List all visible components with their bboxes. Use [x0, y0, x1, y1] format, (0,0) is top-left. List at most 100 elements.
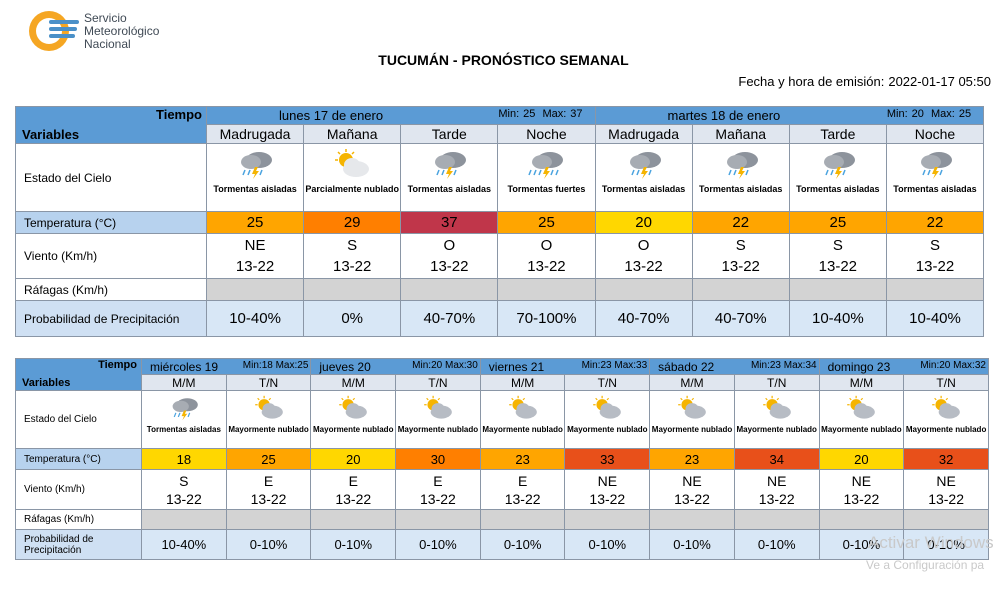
- smn-logo: Servicio Meteorológico Nacional: [27, 8, 187, 54]
- day-min-max: Min:23 Max:34: [751, 359, 818, 371]
- sky-text: Mayormente nublado: [821, 425, 902, 434]
- sky-text: Mayormente nublado: [651, 425, 733, 434]
- period-label: M/M: [141, 374, 227, 391]
- day-header: sábado 22 Min:23 Max:34: [649, 358, 820, 375]
- sky-row-label: Estado del Cielo: [15, 143, 207, 212]
- day-min-max: Min: 25 Max: 37: [494, 108, 594, 120]
- temp-cell: 22: [691, 211, 790, 234]
- issued-date: Fecha y hora de emisión: 2022-01-17 05:50: [734, 74, 991, 89]
- min-value: 23: [769, 359, 781, 371]
- page-title: TUCUMÁN - PRONÓSTICO SEMANAL: [378, 52, 629, 68]
- wind-cell: E 13-22: [395, 469, 481, 510]
- tiempo-label: Tiempo: [156, 107, 202, 123]
- day-header: miércoles 19 Min:18 Max:25: [140, 358, 312, 375]
- period-label: T/N: [733, 374, 820, 391]
- temp-cell: 25: [497, 211, 596, 234]
- day-name: domingo 23: [827, 359, 891, 374]
- wind-cell: NE 13-22: [649, 469, 735, 510]
- mostly-cloudy-icon: [678, 395, 706, 419]
- temp-cell: 25: [205, 211, 305, 234]
- prob-row-label: Probabilidad de Precipitación: [15, 529, 142, 560]
- forecast-table-week2: Tiempo Variables miércoles 19 Min:18 Max:25…: [15, 358, 989, 560]
- strong-storm-icon: [528, 152, 564, 179]
- forecast-table-week1: Tiempo Variables lunes 17 de enero Min: 25 M…: [15, 106, 985, 337]
- wind-direction: S: [347, 237, 358, 254]
- prob-cell: 40-70%: [691, 300, 790, 337]
- wind-cell: S 13-22: [885, 233, 985, 279]
- wind-direction: NE: [244, 237, 266, 254]
- prob-cell: 0-10%: [225, 529, 312, 560]
- sky-cell: Tormentas aisladas: [141, 390, 227, 449]
- day-header: viernes 21 Min:23 Max:33: [479, 358, 651, 375]
- gust-cell: [885, 278, 985, 301]
- storm-icon: [629, 152, 661, 179]
- sky-cell: Mayormente nublado: [564, 390, 651, 449]
- wind-speed: 13-22: [430, 258, 469, 275]
- period-label: Tarde: [788, 124, 887, 144]
- period-label: Noche: [885, 124, 985, 144]
- max-value: 30: [466, 359, 478, 371]
- period-label: Madrugada: [205, 124, 305, 144]
- sky-text: Mayormente nublado: [228, 425, 309, 434]
- mostly-cloudy-icon: [508, 395, 537, 419]
- wind-speed: 13-22: [504, 490, 541, 507]
- wind-direction: NE: [851, 472, 872, 489]
- gust-cell: [903, 509, 989, 530]
- max-label: Max:: [930, 108, 955, 120]
- gust-cell: [497, 278, 596, 301]
- sky-cell: Mayormente nublado: [479, 390, 566, 449]
- sky-cell: Mayormente nublado: [649, 390, 735, 449]
- sky-text: Tormentas aisladas: [699, 184, 783, 194]
- wind-cell: E 13-22: [310, 469, 397, 510]
- gust-cell: [594, 278, 693, 301]
- wind-speed: 13-22: [758, 490, 795, 507]
- gust-cell: [310, 509, 397, 530]
- org-line-2: Meteorológico: [84, 24, 160, 38]
- wind-direction: S: [735, 237, 746, 254]
- day-min-max: Min:20 Max:30: [412, 359, 479, 371]
- period-label: T/N: [564, 374, 651, 391]
- wind-speed: 13-22: [928, 490, 964, 507]
- wind-cell: S 13-22: [788, 233, 887, 279]
- max-label: Max:: [444, 359, 467, 371]
- wind-direction: E: [517, 472, 528, 489]
- wind-cell: O 13-22: [497, 233, 596, 279]
- temp-cell: 22: [885, 211, 985, 234]
- gust-cell: [141, 509, 227, 530]
- sky-text: Mayormente nublado: [905, 425, 987, 434]
- wind-row-label: Viento (Km/h): [15, 469, 142, 510]
- wind-cell: NE 13-22: [205, 233, 305, 279]
- partly-cloudy-icon: [335, 149, 370, 177]
- header-corner: Tiempo Variables: [15, 106, 207, 144]
- gust-cell: [649, 509, 735, 530]
- temp-cell: 18: [141, 448, 227, 470]
- max-label: Max:: [614, 359, 637, 371]
- wind-speed: 13-22: [165, 490, 202, 507]
- sky-text: Tormentas aisladas: [407, 184, 491, 194]
- max-value: 37: [570, 108, 583, 120]
- wind-cell: S 13-22: [303, 233, 402, 279]
- prob-cell: 40-70%: [400, 300, 499, 337]
- storm-icon: [241, 152, 273, 179]
- wind-direction: O: [637, 237, 650, 254]
- period-label: Tarde: [400, 124, 499, 144]
- mostly-cloudy-icon: [424, 395, 452, 419]
- issued-label: Fecha y hora de emisión:: [738, 74, 885, 89]
- tiempo-label: Tiempo: [98, 359, 137, 372]
- wind-speed: 13-22: [843, 490, 880, 507]
- max-value: 33: [636, 359, 648, 371]
- sky-text: Mayormente nublado: [482, 425, 563, 434]
- gust-cell: [788, 278, 887, 301]
- day-header: domingo 23 Min:20 Max:32: [818, 358, 989, 375]
- temp-cell: 37: [400, 211, 499, 234]
- storm-icon: [172, 398, 198, 421]
- max-value: 25: [958, 108, 972, 120]
- wind-speed: 13-22: [333, 258, 372, 275]
- prob-cell: 10-40%: [205, 300, 305, 337]
- period-label: T/N: [395, 374, 481, 391]
- temp-cell: 25: [788, 211, 887, 234]
- day-header: jueves 20 Min:20 Max:30: [310, 358, 481, 375]
- day-min-max: Min:18 Max:25: [243, 360, 310, 371]
- wind-direction: NE: [682, 472, 702, 489]
- sky-text: Mayormente nublado: [567, 425, 648, 434]
